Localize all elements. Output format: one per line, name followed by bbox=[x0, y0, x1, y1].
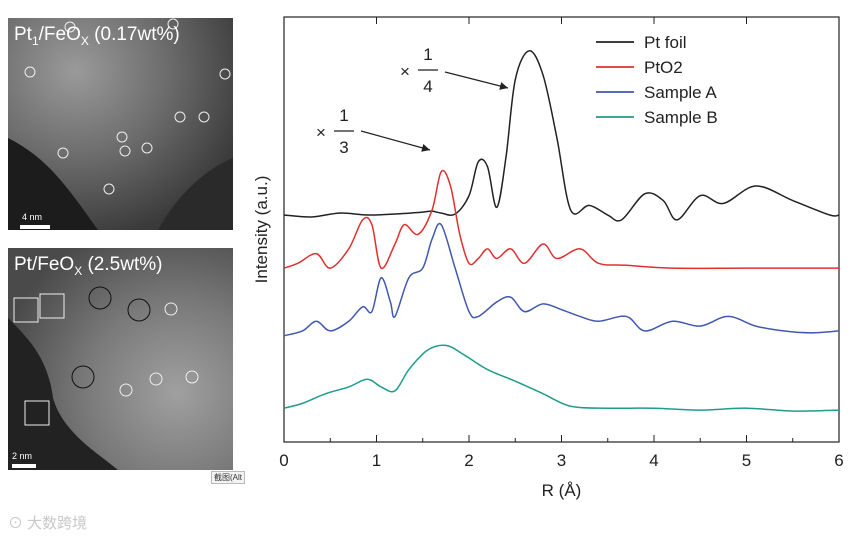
micrograph-bottom: Pt/FeOX (2.5wt%) 2 nm bbox=[8, 248, 233, 470]
legend-label: Pt foil bbox=[644, 33, 687, 52]
annotation-denominator: 3 bbox=[339, 138, 348, 157]
watermark: ⊙ 大数跨境 bbox=[8, 515, 88, 532]
x-tick-label: 2 bbox=[464, 451, 473, 470]
x-tick-label: 3 bbox=[557, 451, 566, 470]
series-line-0 bbox=[283, 50, 840, 222]
screenshot-tag: 截图(Alt bbox=[211, 471, 245, 484]
plot-frame bbox=[283, 16, 840, 443]
scale-label-top: 4 nm bbox=[22, 212, 43, 222]
legend-label: PtO2 bbox=[644, 58, 683, 77]
panel-bottom-label: Pt/FeOX (2.5wt%) bbox=[14, 254, 163, 278]
micrograph-top: Pt1/FeOX (0.17wt%) 4 nm bbox=[8, 18, 233, 230]
panel-top-label: Pt1/FeOX (0.17wt%) bbox=[14, 24, 180, 48]
series-line-2 bbox=[283, 222, 840, 337]
y-axis-label: Intensity (a.u.) bbox=[252, 176, 271, 284]
x-tick-label: 6 bbox=[834, 451, 843, 470]
x-tick-label: 0 bbox=[279, 451, 288, 470]
series-line-3 bbox=[283, 344, 840, 412]
x-tick-label: 5 bbox=[742, 451, 751, 470]
annotation-numerator: 1 bbox=[339, 106, 348, 125]
annotation-times: × bbox=[316, 123, 326, 142]
x-axis-label: R (Å) bbox=[542, 481, 582, 500]
scale-bar-top bbox=[20, 225, 50, 229]
annotation-arrowhead bbox=[499, 82, 508, 90]
series-line-1 bbox=[283, 169, 839, 270]
annotation-arrow bbox=[360, 130, 431, 151]
annotation-times: × bbox=[400, 62, 410, 81]
annotation-arrow bbox=[444, 71, 509, 89]
scale-label-bottom: 2 nm bbox=[12, 451, 33, 461]
x-tick-label: 4 bbox=[649, 451, 658, 470]
annotation: × 1 3 bbox=[316, 106, 431, 157]
scale-bar-bottom bbox=[12, 464, 36, 468]
legend-label: Sample A bbox=[644, 83, 717, 102]
legend-label: Sample B bbox=[644, 108, 718, 127]
annotation-arrowhead bbox=[421, 144, 430, 152]
x-tick-label: 1 bbox=[372, 451, 381, 470]
annotation-numerator: 1 bbox=[423, 45, 432, 64]
annotation: × 1 4 bbox=[400, 45, 509, 96]
annotation-denominator: 4 bbox=[423, 77, 432, 96]
